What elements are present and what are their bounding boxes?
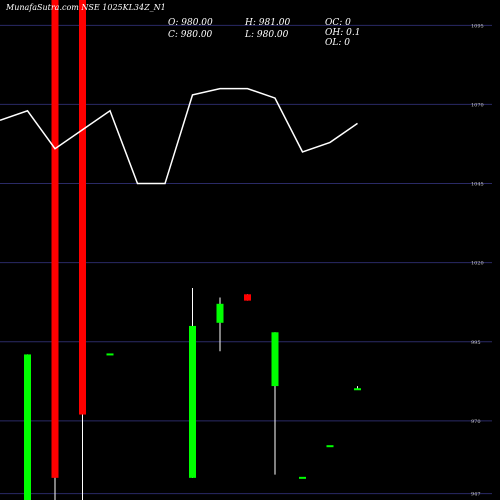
candle-body: [216, 303, 224, 323]
open-value: O: 980.00: [168, 18, 213, 28]
candle-body: [244, 294, 251, 301]
y-tick-label: 995: [471, 340, 481, 346]
candle-body: [24, 354, 31, 500]
overlay-line: [0, 87, 358, 185]
y-tick-label: 947: [471, 492, 481, 498]
low-value: L: 980.00: [245, 30, 289, 40]
y-tick-label: 1070: [471, 102, 484, 108]
y-tick-label: 1020: [471, 261, 484, 267]
close-value: C: 980.00: [168, 30, 213, 40]
oh-value: OH: 0.1: [325, 28, 361, 38]
candle-body: [79, 0, 86, 415]
candle-body: [271, 332, 279, 387]
y-tick-label: 970: [471, 419, 481, 425]
y-tick-label: 1045: [471, 182, 484, 188]
candle-body: [106, 353, 114, 356]
y-axis-ticks: 947 970 995 1020 1045 1070 1095: [471, 23, 484, 497]
oc-value: OC: 0: [325, 18, 351, 28]
y-tick-label: 1095: [471, 23, 484, 29]
candle-body: [354, 388, 361, 391]
gridlines: [0, 24, 492, 495]
candle-body: [189, 325, 196, 478]
chart-title: MunafaSutra.com NSE 1025KL34Z_N1: [6, 3, 166, 12]
candles: [24, 0, 361, 500]
ol-value: OL: 0: [325, 38, 350, 48]
high-value: H: 981.00: [245, 18, 291, 28]
overlay-line-path: [0, 87, 358, 185]
candle-body: [326, 445, 334, 448]
candle-body: [299, 476, 306, 479]
candle-body: [51, 0, 59, 478]
